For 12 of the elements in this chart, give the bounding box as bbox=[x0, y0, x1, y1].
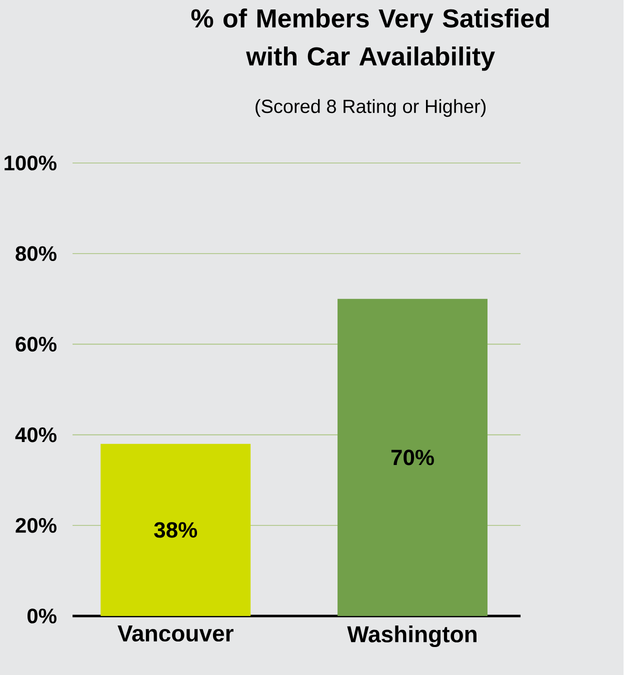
chart-subtitle: (Scored 8 Rating or Higher) bbox=[256, 99, 486, 117]
chart-title: % of Members Very Satisfied with Car Availability bbox=[192, 8, 549, 71]
data-label: 38% bbox=[154, 522, 198, 538]
y-tick-label: 20% bbox=[16, 518, 57, 533]
y-tick-label: 40% bbox=[16, 427, 57, 442]
x-tick-label: Vancouver bbox=[118, 626, 234, 642]
x-tick-label: Washington bbox=[347, 626, 477, 648]
y-tick-label: 80% bbox=[16, 246, 57, 262]
y-tick-label: 100% bbox=[4, 156, 57, 170]
y-tick-label: 0% bbox=[28, 608, 57, 624]
y-tick-label: 60% bbox=[16, 336, 57, 352]
data-label: 70% bbox=[392, 450, 434, 466]
